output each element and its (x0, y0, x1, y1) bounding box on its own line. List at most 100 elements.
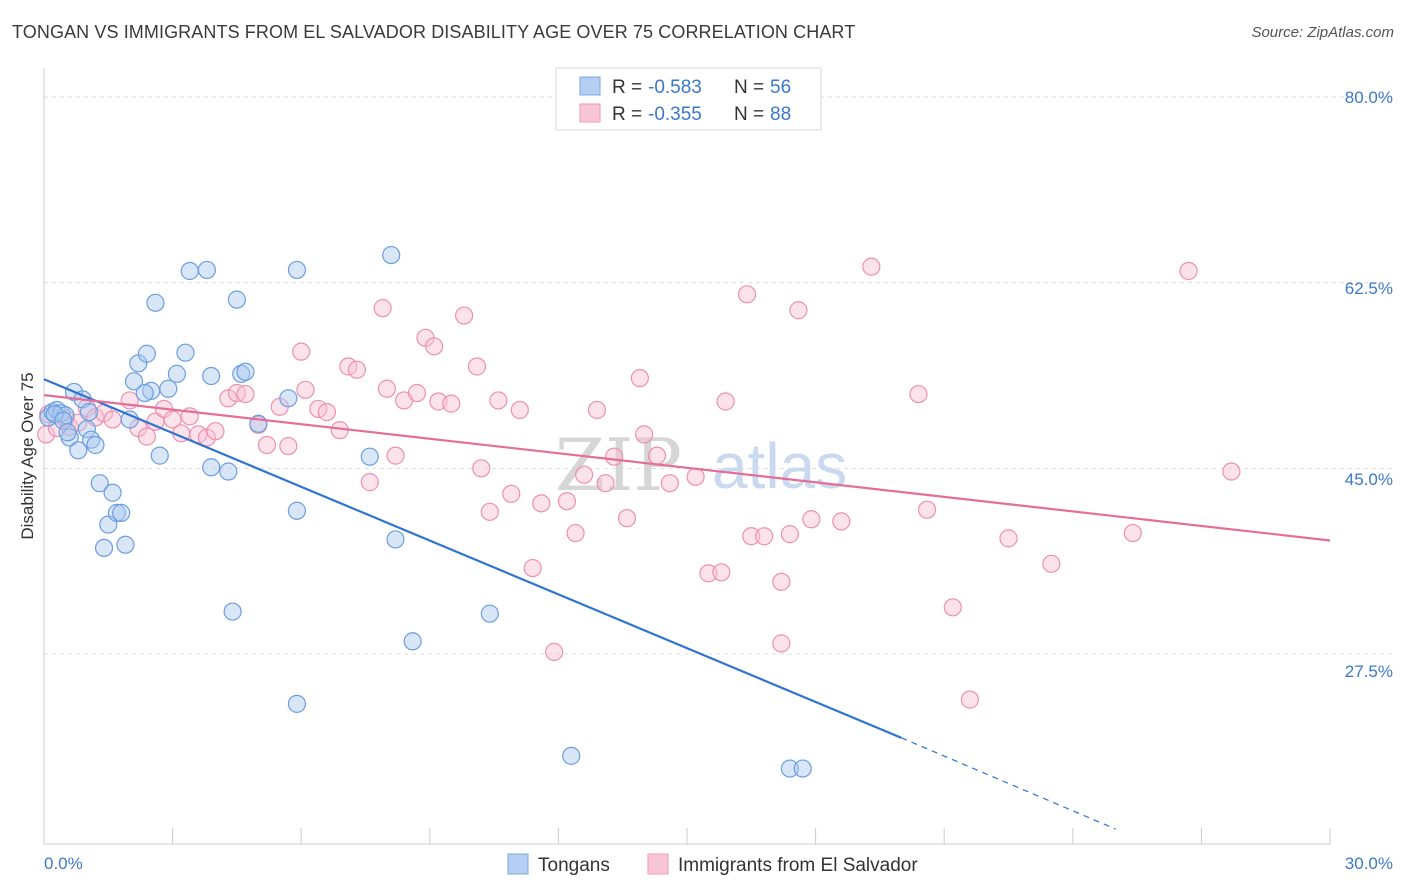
tongans-point (94, 538, 114, 558)
elsalvador-point (467, 357, 487, 376)
tongans-point (103, 483, 122, 502)
elsalvador-point (943, 598, 962, 617)
elsalvador-point (755, 527, 774, 546)
elsalvador-point (442, 394, 461, 413)
elsalvador-point (236, 384, 255, 404)
source-label: Source: ZipAtlas.com (1251, 24, 1394, 41)
tongans-point (287, 694, 307, 713)
y-tick-62-5: 62.5% (1345, 279, 1393, 298)
elsalvador-point (424, 337, 444, 356)
tongans-point (150, 446, 169, 465)
elsalvador-point (1042, 554, 1061, 573)
elsalvador-point (407, 383, 427, 403)
tongans-point (202, 458, 221, 477)
tongans-point (382, 245, 401, 265)
elsalvador-point (279, 436, 298, 456)
tongans-point (202, 366, 221, 386)
legend-n-value-2: 88 (770, 104, 791, 125)
tongans-point (124, 372, 144, 391)
elsalvador-point (206, 422, 225, 441)
elsalvador-point (103, 410, 122, 429)
tongans-point (793, 759, 812, 778)
elsalvador-point (772, 634, 791, 653)
tongans-trend-line (43, 378, 902, 739)
trend-lines (43, 378, 1331, 830)
legend-n-value-1: 56 (770, 77, 791, 98)
elsalvador-point (617, 509, 637, 528)
tongans-point (279, 389, 298, 408)
elsalvador-point (219, 389, 238, 408)
legend-r-value-1: -0.583 (648, 77, 702, 98)
tongans-point (135, 383, 154, 403)
elsalvador-point (802, 510, 821, 529)
elsalvador-point (1222, 462, 1241, 481)
tongans-point (90, 474, 109, 493)
elsalvador-point (917, 500, 937, 519)
elsalvador-point (1123, 523, 1142, 543)
elsalvador-point (532, 494, 551, 513)
watermark-atlas: atlas (712, 430, 847, 502)
legend-swatch-tongans (579, 76, 601, 96)
elsalvador-point (386, 446, 405, 465)
elsalvador-point (575, 465, 594, 484)
tongans-trend-extension (901, 737, 1116, 830)
elsalvador-point (699, 564, 718, 583)
bottom-legend: Tongans Immigrants from El Salvador (507, 853, 918, 876)
tongans-point (386, 530, 405, 549)
tongans-point (360, 447, 379, 466)
elsalvador-point (347, 360, 367, 379)
legend-box: R = -0.583 N = 56 R = -0.355 N = 88 (555, 67, 822, 131)
y-tick-27-5: 27.5% (1345, 662, 1393, 681)
tongans-point (780, 759, 799, 778)
elsalvador-point (523, 558, 542, 578)
elsalvador-point (772, 572, 791, 591)
elsalvador-point (716, 392, 735, 411)
y-axis-label: Disability Age Over 75 (18, 372, 37, 539)
tongans-point (107, 503, 126, 522)
elsalvador-point (742, 527, 761, 546)
bottom-legend-swatch-elsalvador (647, 853, 669, 875)
tongans-point (116, 535, 135, 554)
tongans-point (480, 604, 499, 623)
elsalvador-point (789, 301, 808, 320)
elsalvador-point (999, 529, 1018, 548)
bottom-legend-tongans: Tongans (538, 855, 610, 876)
elsalvador-point (630, 369, 649, 388)
elsalvador-point (960, 690, 980, 709)
elsalvador-point (605, 447, 624, 466)
tongans-point (58, 423, 77, 442)
elsalvador-point (596, 474, 615, 493)
y-tick-80: 80.0% (1345, 88, 1393, 107)
legend-swatch-elsalvador (579, 103, 601, 123)
elsalvador-point (317, 403, 337, 422)
x-tick-0: 0.0% (44, 854, 83, 873)
elsalvador-point (635, 425, 654, 444)
x-axis-ticks (43, 828, 1331, 844)
elsalvador-point (373, 299, 392, 318)
elsalvador-point (909, 384, 928, 404)
bottom-legend-elsalvador: Immigrants from El Salvador (678, 855, 918, 876)
elsalvador-point (137, 427, 156, 446)
elsalvador-point (780, 525, 799, 544)
elsalvador-point (472, 459, 491, 478)
legend-r-value-2: -0.355 (648, 104, 702, 125)
tongans-point (69, 441, 88, 460)
elsalvador-point (510, 400, 529, 420)
tongans-point (86, 435, 105, 455)
bottom-legend-swatch-tongans (507, 853, 529, 875)
elsalvador-point (660, 474, 679, 493)
elsalvador-point (163, 410, 182, 429)
tongans-point (223, 602, 242, 621)
elsalvador-point (257, 435, 277, 455)
tongans-point (197, 260, 216, 280)
tongans-point (219, 462, 238, 481)
tongans-point (176, 343, 195, 362)
legend-n-label-2: N = (734, 104, 764, 125)
tongans-point (146, 293, 165, 312)
y-tick-45: 45.0% (1345, 470, 1393, 489)
tongans-point (79, 403, 99, 422)
elsalvador-point (502, 484, 521, 503)
tongans-point (403, 632, 422, 651)
elsalvador-point (557, 492, 577, 511)
